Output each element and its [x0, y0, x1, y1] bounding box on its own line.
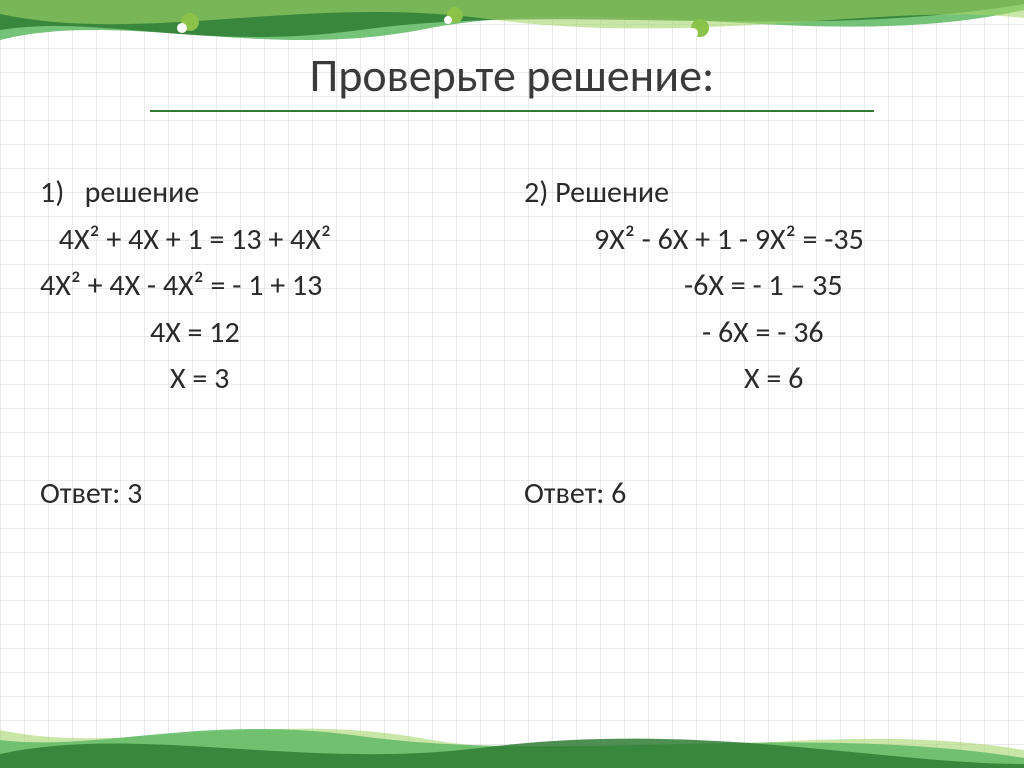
- right-step-3: - 6Х = - 36: [524, 310, 984, 357]
- left-answer: Ответ: 3: [40, 471, 500, 518]
- slide-title: Проверьте решение:: [150, 48, 875, 112]
- spacer: [40, 403, 500, 433]
- left-heading: 1) решение: [40, 170, 500, 217]
- bottom-wave-decoration: [0, 708, 1024, 768]
- left-step-2: 4Х² + 4Х - 4Х² = - 1 + 13: [40, 263, 500, 310]
- solution-right: 2) Решение 9Х² - 6Х + 1 - 9Х² = -35 -6Х …: [524, 170, 984, 517]
- slide: Проверьте решение: 1) решение 4Х² + 4Х +…: [0, 0, 1024, 768]
- left-step-1: 4Х² + 4Х + 1 = 13 + 4Х²: [40, 217, 500, 264]
- content-columns: 1) решение 4Х² + 4Х + 1 = 13 + 4Х² 4Х² +…: [40, 170, 984, 517]
- left-step-4: Х = 3: [40, 356, 500, 403]
- spacer: [524, 403, 984, 433]
- right-step-2: -6Х = - 1 – 35: [524, 263, 984, 310]
- left-step-3: 4Х = 12: [40, 310, 500, 357]
- right-heading: 2) Решение: [524, 170, 984, 217]
- right-answer: Ответ: 6: [524, 471, 984, 518]
- right-step-1: 9Х² - 6Х + 1 - 9Х² = -35: [524, 217, 984, 264]
- title-container: Проверьте решение:: [0, 48, 1024, 112]
- right-step-4: Х = 6: [524, 356, 984, 403]
- solution-left: 1) решение 4Х² + 4Х + 1 = 13 + 4Х² 4Х² +…: [40, 170, 500, 517]
